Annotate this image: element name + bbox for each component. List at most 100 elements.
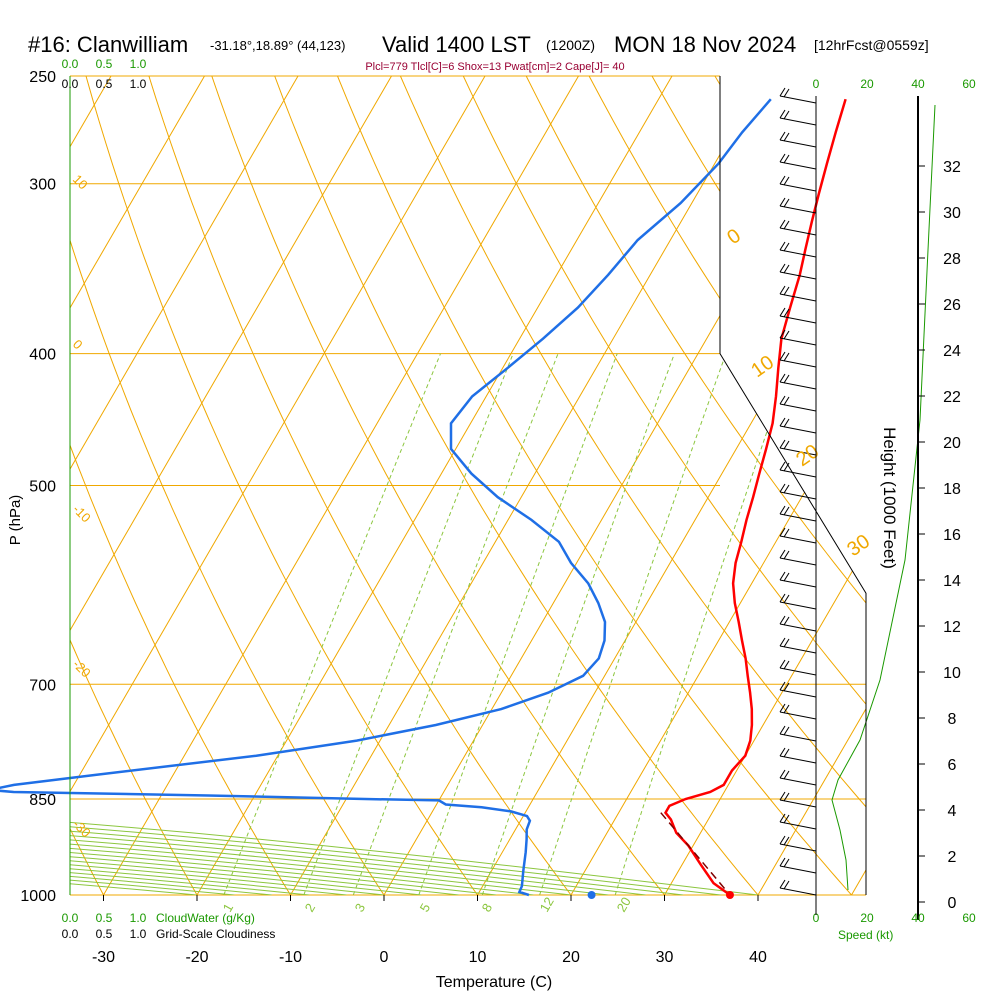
barb-shaft: [780, 338, 816, 345]
y-axis-label: P (hPa): [7, 495, 24, 546]
theta-label: -20: [70, 657, 94, 681]
barb-flag: [780, 198, 785, 206]
temp-tick-label: -20: [185, 949, 208, 966]
temp-tick-label: 20: [562, 949, 580, 966]
temp-tick-label: -10: [279, 949, 302, 966]
barb-flag: [784, 485, 789, 493]
height-tick-label: 4: [948, 803, 957, 820]
isotherm-label: 10: [747, 351, 778, 382]
wind-barb: [780, 616, 816, 631]
height-tick-label: 22: [943, 389, 961, 406]
barb-shaft: [780, 470, 816, 477]
moist-adiabat: [0, 826, 1000, 895]
height-tick-label: 2: [948, 849, 957, 866]
pressure-tick-label: 500: [29, 479, 56, 496]
barb-flag: [784, 331, 789, 339]
wind-barb: [780, 154, 816, 169]
barb-flag: [784, 177, 789, 185]
wind-barb: [780, 88, 816, 103]
cloud-tick-label: 0.5: [96, 911, 113, 925]
pressure-tick-label: 250: [29, 69, 56, 86]
wind-barb: [780, 550, 816, 565]
barb-flag: [780, 374, 785, 382]
barb-flag: [784, 859, 789, 867]
barb-flag: [784, 353, 789, 361]
wind-barb: [780, 330, 816, 345]
dry-adiabat: [0, 76, 10, 895]
height-tick-label: 28: [943, 251, 961, 268]
isotherm-line: [0, 76, 18, 895]
barb-shaft: [780, 404, 816, 411]
barb-flag: [780, 110, 785, 118]
height-tick-label: 16: [943, 527, 961, 544]
barb-flag: [780, 220, 785, 228]
cloud-tick-label: 0.0: [62, 927, 79, 941]
x-axis-label: Temperature (C): [436, 974, 552, 991]
height-tick-label: 26: [943, 297, 961, 314]
mixing-ratio-line: [615, 354, 793, 895]
barb-flag: [780, 484, 785, 492]
speed-tick-label: 0: [813, 77, 820, 91]
surface-dewpoint-dot: [588, 891, 596, 899]
barb-flag: [780, 748, 785, 756]
wind-barb: [780, 770, 816, 785]
cloud-tick-label: 1.0: [130, 911, 147, 925]
barb-shaft: [780, 690, 816, 697]
wind-barb: [780, 198, 816, 213]
mixing-label: 3: [352, 901, 369, 915]
barb-flag: [784, 661, 789, 669]
speed-tick-label: 60: [962, 911, 976, 925]
barb-flag: [780, 550, 785, 558]
barb-flag: [780, 528, 785, 536]
wind-barb: [780, 176, 816, 191]
mixing-ratio-line: [482, 354, 674, 895]
barb-flag: [784, 199, 789, 207]
cloud-tick-label: 0.0: [62, 911, 79, 925]
barb-flag: [784, 573, 789, 581]
height-tick-label: 12: [943, 619, 961, 636]
cloud-tick-label: 1.0: [130, 927, 147, 941]
series-line-0: [666, 99, 846, 895]
wind-barbs: [780, 88, 935, 895]
barb-flag: [780, 440, 785, 448]
barb-flag: [784, 771, 789, 779]
wind-barb: [780, 396, 816, 411]
mixing-label: 8: [479, 901, 496, 915]
barb-shaft: [780, 140, 816, 147]
cloud-tick-label: 1.0: [130, 57, 147, 71]
wind-barb: [780, 704, 816, 719]
barb-flag: [784, 507, 789, 515]
barb-flag: [784, 375, 789, 383]
wind-barb: [780, 880, 816, 895]
barb-flag: [784, 155, 789, 163]
isotherm-label: 0: [723, 225, 745, 249]
speed-tick-label: 60: [962, 77, 976, 91]
theta-label: 0: [70, 337, 86, 353]
plot-boundary: [720, 76, 866, 895]
barb-shaft: [780, 580, 816, 587]
cloud-tick-label: 0.5: [96, 77, 113, 91]
theta-label: -10: [70, 502, 94, 526]
barb-flag: [780, 418, 785, 426]
barb-flag: [784, 287, 789, 295]
barb-flag: [784, 749, 789, 757]
barb-flag: [780, 506, 785, 514]
barb-flag: [784, 89, 789, 97]
height-tick-label: 18: [943, 481, 961, 498]
wind-barb: [780, 484, 816, 499]
barb-shaft: [780, 558, 816, 565]
barb-shaft: [780, 624, 816, 631]
temp-tick-label: 10: [469, 949, 487, 966]
pressure-tick-label: 850: [29, 792, 56, 809]
cloud-tick-label: 1.0: [130, 77, 147, 91]
barb-flag: [780, 572, 785, 580]
mixing-label: 20: [614, 894, 634, 914]
barb-shaft: [780, 382, 816, 389]
wind-barb: [780, 242, 816, 257]
barb-flag: [784, 243, 789, 251]
mixing-ratio-line: [540, 354, 726, 895]
series-line-1: [0, 99, 771, 895]
barb-flag: [784, 133, 789, 141]
speed-tick-label: 20: [860, 77, 874, 91]
height-tick-label: 14: [943, 573, 961, 590]
